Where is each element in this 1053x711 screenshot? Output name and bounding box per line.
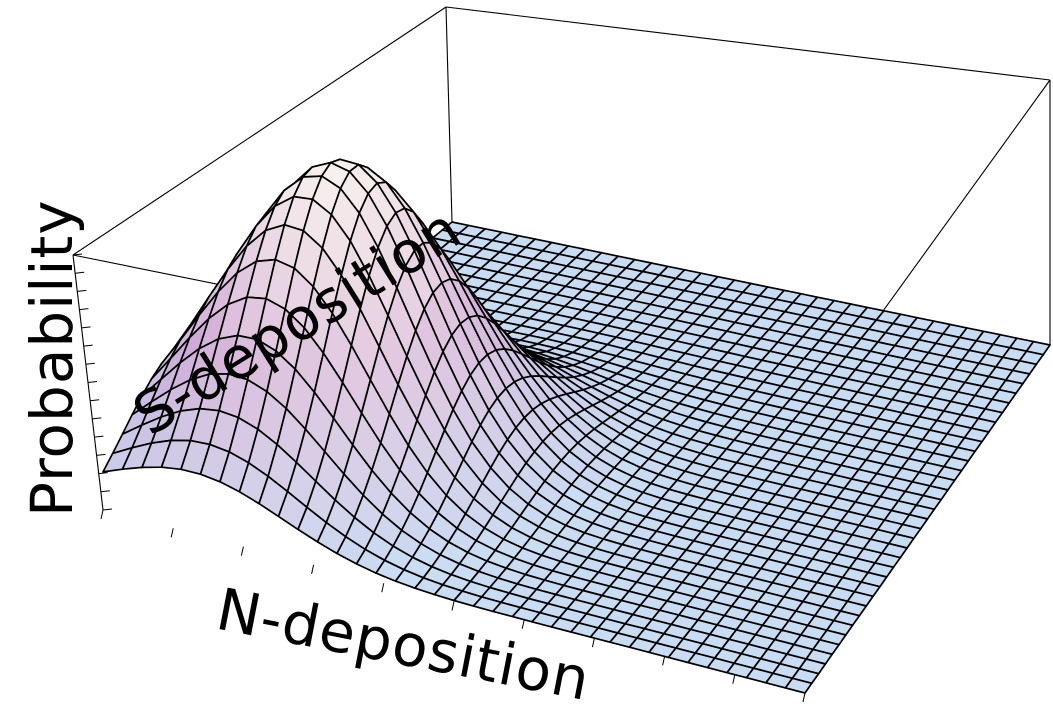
x-tick <box>381 583 385 593</box>
x-tick <box>521 619 525 629</box>
x-tick <box>451 601 455 611</box>
probability-surface <box>102 158 1051 694</box>
x-tick <box>100 509 104 520</box>
z-tick <box>90 399 100 402</box>
x-tick <box>591 637 595 648</box>
x-tick <box>170 528 174 538</box>
box-edge <box>72 6 447 256</box>
z-tick <box>72 253 83 256</box>
x-axis-ticks <box>100 509 806 703</box>
box-edge <box>445 6 453 223</box>
z-axis-ticks <box>72 253 113 511</box>
z-tick <box>75 271 85 274</box>
x-tick <box>732 674 736 684</box>
x-tick <box>662 656 666 666</box>
z-tick <box>85 362 95 365</box>
z-tick <box>100 490 110 493</box>
z-tick <box>79 308 89 311</box>
z-tick <box>77 289 87 292</box>
z-tick <box>98 472 108 475</box>
z-tick <box>96 453 106 456</box>
x-tick <box>240 546 244 556</box>
z-tick <box>81 326 91 329</box>
x-tick <box>311 564 315 575</box>
surface-cell <box>784 677 813 694</box>
box-edge <box>445 6 1051 81</box>
z-axis-label: Probability <box>18 199 86 517</box>
z-tick <box>83 344 93 347</box>
z-tick <box>87 381 98 383</box>
x-tick <box>802 692 806 703</box>
z-tick <box>92 417 102 420</box>
z-tick <box>102 508 113 511</box>
z-tick <box>94 435 104 438</box>
